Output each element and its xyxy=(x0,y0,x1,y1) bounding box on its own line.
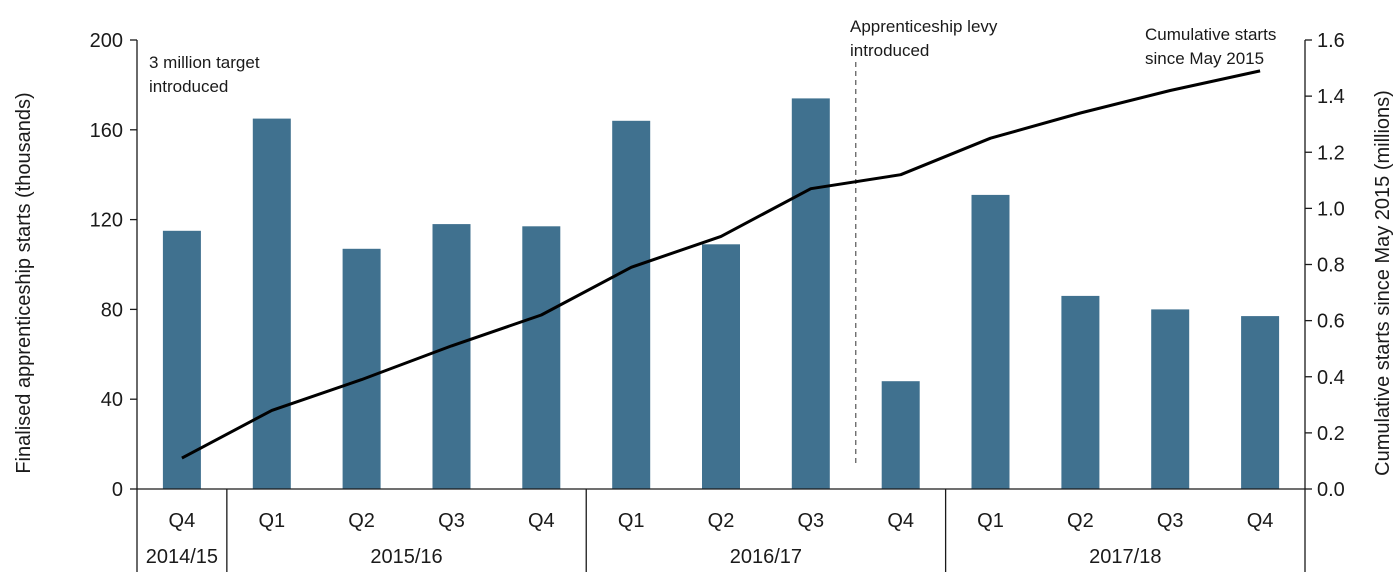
category-label-2: Q2 xyxy=(348,510,375,532)
bar-7 xyxy=(791,98,830,490)
annotation-cumulative-line2: since May 2015 xyxy=(1145,49,1264,68)
right-tick-label-2: 0.4 xyxy=(1317,367,1345,389)
annotation-levy-line1: Apprenticeship levy xyxy=(850,17,998,36)
right-tick-label-7: 1.4 xyxy=(1317,86,1345,108)
bar-3 xyxy=(432,224,471,489)
category-label-10: Q2 xyxy=(1067,510,1094,532)
bar-8 xyxy=(881,381,920,489)
right-tick-label-8: 1.6 xyxy=(1317,30,1345,52)
bar-2 xyxy=(342,248,381,489)
left-axis-ticks: 0 40 80 120 160 200 xyxy=(90,30,137,501)
right-axis-ticks: 0.0 0.2 0.4 0.6 0.8 1.0 1.2 1.4 1.6 xyxy=(1305,30,1345,501)
annotation-cumulative-line1: Cumulative starts xyxy=(1145,25,1276,44)
category-label-5: Q1 xyxy=(618,510,645,532)
category-label-7: Q3 xyxy=(797,510,824,532)
right-tick-label-0: 0.0 xyxy=(1317,479,1345,501)
bar-9 xyxy=(971,194,1010,489)
right-tick-label-4: 0.8 xyxy=(1317,255,1345,277)
bar-5 xyxy=(612,120,651,490)
bar-1 xyxy=(252,118,291,489)
bar-11 xyxy=(1151,309,1190,489)
category-label-0: Q4 xyxy=(169,510,196,532)
category-label-4: Q4 xyxy=(528,510,555,532)
left-tick-label-4: 160 xyxy=(90,120,123,142)
right-tick-label-6: 1.2 xyxy=(1317,142,1345,164)
group-label-1: 2015/16 xyxy=(370,546,442,568)
bars-layer xyxy=(162,98,1280,490)
category-label-11: Q3 xyxy=(1157,510,1184,532)
category-label-8: Q4 xyxy=(887,510,914,532)
left-axis-label: Finalised apprenticeship starts (thousan… xyxy=(13,92,35,473)
annotation-target-line2: introduced xyxy=(149,77,228,96)
bar-0 xyxy=(162,230,201,490)
category-label-12: Q4 xyxy=(1247,510,1274,532)
right-axis-label: Cumulative starts since May 2015 (millio… xyxy=(1372,90,1394,476)
left-tick-label-2: 80 xyxy=(101,299,123,321)
category-label-6: Q2 xyxy=(708,510,735,532)
left-tick-label-1: 40 xyxy=(101,389,123,411)
bar-6 xyxy=(702,244,740,489)
left-tick-label-0: 0 xyxy=(112,479,123,501)
group-label-3: 2017/18 xyxy=(1089,546,1161,568)
annotation-levy-line2: introduced xyxy=(850,41,929,60)
category-label-1: Q1 xyxy=(258,510,285,532)
annotation-target-line1: 3 million target xyxy=(149,53,260,72)
category-axis: Q4 Q1 Q2 Q3 Q4 Q1 Q2 Q3 Q4 Q1 Q2 Q3 Q4 2014/15 2015/16… xyxy=(136,489,1306,572)
right-tick-label-3: 0.6 xyxy=(1317,311,1345,333)
right-tick-label-5: 1.0 xyxy=(1317,198,1345,220)
group-label-0: 2014/15 xyxy=(146,546,218,568)
cumulative-line-layer xyxy=(181,69,1261,460)
cumulative-line xyxy=(181,69,1261,460)
right-tick-label-1: 0.2 xyxy=(1317,423,1345,445)
group-label-2: 2016/17 xyxy=(730,546,802,568)
left-tick-label-3: 120 xyxy=(90,210,123,232)
bar-10 xyxy=(1061,295,1100,489)
bar-4 xyxy=(522,226,561,490)
category-label-9: Q1 xyxy=(977,510,1004,532)
bar-12 xyxy=(1241,316,1280,489)
category-label-3: Q3 xyxy=(438,510,465,532)
left-tick-label-5: 200 xyxy=(90,30,123,52)
